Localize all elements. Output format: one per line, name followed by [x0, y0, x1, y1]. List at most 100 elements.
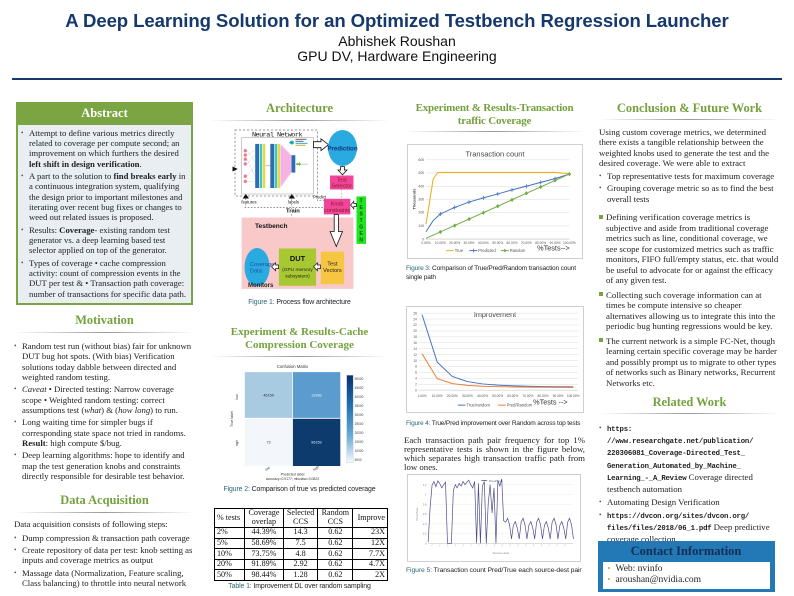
svg-text:Selector: Selector — [331, 183, 352, 189]
svg-text:24: 24 — [413, 317, 417, 321]
svg-text:1.00%: 1.00% — [418, 394, 427, 398]
svg-text:50.00%: 50.00% — [492, 241, 503, 245]
svg-text:T: T — [360, 199, 363, 205]
svg-text:Testbench: Testbench — [255, 223, 288, 230]
svg-text:Neural Network: Neural Network — [252, 131, 303, 139]
svg-text:Random: Random — [510, 248, 526, 253]
svg-text:Improvement: Improvement — [474, 310, 516, 319]
svg-text:8: 8 — [415, 365, 417, 369]
svg-text:G: G — [359, 225, 363, 231]
svg-text:0.4: 0.4 — [423, 522, 427, 526]
svg-text:10.00%: 10.00% — [435, 241, 446, 245]
svg-text:22: 22 — [413, 323, 417, 327]
svg-text:0: 0 — [415, 388, 417, 392]
svg-text:labels: labels — [288, 199, 299, 204]
svg-text:400: 400 — [418, 184, 424, 188]
svg-text:26: 26 — [413, 311, 417, 315]
svg-text:1: 1 — [425, 493, 427, 497]
svg-text:35000: 35000 — [355, 404, 364, 408]
svg-text:20.00%: 20.00% — [447, 394, 458, 398]
svg-text:E: E — [360, 205, 364, 211]
svg-text:16: 16 — [413, 341, 417, 345]
svg-text:2: 2 — [415, 383, 417, 387]
svg-text:features: features — [241, 199, 256, 204]
svg-text:10000: 10000 — [355, 449, 364, 453]
svg-text:high: high — [312, 465, 320, 472]
svg-text:0: 0 — [425, 542, 427, 546]
svg-text:12: 12 — [413, 353, 417, 357]
svg-text:80.00%: 80.00% — [535, 241, 546, 245]
svg-text:1.2: 1.2 — [423, 483, 427, 487]
svg-text:15000: 15000 — [355, 440, 364, 444]
svg-text:Vectors: Vectors — [323, 268, 342, 274]
svg-text:45000: 45000 — [355, 386, 364, 390]
svg-text:Thousands: Thousands — [411, 188, 416, 210]
svg-text:30000: 30000 — [355, 413, 364, 417]
svg-text:Transaction count: Transaction count — [466, 149, 526, 158]
svg-text:100.00%: 100.00% — [567, 394, 580, 398]
svg-text:200: 200 — [418, 211, 424, 215]
svg-text:13988: 13988 — [311, 393, 322, 397]
svg-text:Coverage: Coverage — [250, 262, 274, 268]
svg-text:True label: True label — [230, 411, 234, 427]
svg-text:10.00%: 10.00% — [432, 394, 443, 398]
svg-text:Predict: Predict — [313, 194, 327, 199]
svg-text:0.6: 0.6 — [423, 512, 427, 516]
svg-text:70.00%: 70.00% — [522, 394, 533, 398]
svg-text:25000: 25000 — [355, 422, 364, 426]
svg-text:0: 0 — [422, 237, 424, 241]
svg-text:30.00%: 30.00% — [464, 241, 475, 245]
svg-text:0.2: 0.2 — [423, 532, 427, 536]
svg-text:Knob: Knob — [331, 201, 344, 207]
svg-text:100.00%: 100.00% — [563, 241, 576, 245]
svg-text:Confusion Matrix: Confusion Matrix — [277, 364, 309, 369]
svg-text:5000: 5000 — [355, 458, 362, 462]
svg-text:low: low — [235, 394, 239, 400]
svg-text:low: low — [264, 465, 271, 472]
svg-text:%Tests -->: %Tests --> — [533, 398, 567, 407]
svg-text:DUT: DUT — [290, 254, 306, 263]
svg-text:90.00%: 90.00% — [553, 394, 564, 398]
svg-text:60.00%: 60.00% — [507, 241, 518, 245]
svg-text:10: 10 — [413, 359, 417, 363]
svg-text:N: N — [359, 238, 363, 244]
svg-text:Data: Data — [250, 268, 263, 274]
svg-text:72: 72 — [266, 440, 270, 444]
svg-text:Predicted: Predicted — [478, 248, 496, 253]
svg-text:Test: Test — [337, 177, 348, 183]
svg-text:96153: 96153 — [311, 440, 322, 444]
svg-text:60.00%: 60.00% — [507, 394, 518, 398]
svg-text:600: 600 — [418, 158, 424, 162]
svg-text:40000: 40000 — [355, 395, 364, 399]
svg-text:46159: 46159 — [263, 393, 274, 397]
svg-text:90.00%: 90.00% — [550, 241, 561, 245]
svg-text:True: True — [455, 248, 464, 253]
svg-text:Predicted label: Predicted label — [281, 472, 305, 476]
svg-text:14: 14 — [413, 347, 417, 351]
svg-text:constraints: constraints — [324, 208, 350, 214]
svg-text:0.8: 0.8 — [423, 503, 427, 507]
svg-text:50000: 50000 — [355, 377, 364, 381]
svg-text:E: E — [360, 231, 364, 237]
svg-text:%Tests-->: %Tests--> — [537, 244, 570, 253]
svg-text:20: 20 — [413, 329, 417, 333]
svg-text:Source-dest: Source-dest — [492, 552, 509, 556]
svg-text:Pred/Random: Pred/Random — [507, 403, 533, 408]
svg-text:Pred/True: Pred/True — [489, 479, 503, 483]
svg-text:40.00%: 40.00% — [478, 241, 489, 245]
svg-text:(GPU memory: (GPU memory — [282, 267, 313, 273]
svg-text:20000: 20000 — [355, 431, 364, 435]
svg-text:6: 6 — [415, 371, 417, 375]
svg-text:80.00%: 80.00% — [538, 394, 549, 398]
svg-text:30.00%: 30.00% — [462, 394, 473, 398]
svg-text:Train: Train — [286, 208, 300, 214]
svg-text:70.00%: 70.00% — [521, 241, 532, 245]
svg-text:500: 500 — [418, 171, 424, 175]
svg-text:20.00%: 20.00% — [449, 241, 460, 245]
svg-text:50.00%: 50.00% — [492, 394, 503, 398]
svg-text:40.00%: 40.00% — [477, 394, 488, 398]
svg-text:0.00%: 0.00% — [421, 241, 430, 245]
svg-text:subsystem): subsystem) — [285, 273, 310, 279]
svg-text:S: S — [360, 212, 364, 218]
svg-text:T: T — [360, 218, 363, 224]
